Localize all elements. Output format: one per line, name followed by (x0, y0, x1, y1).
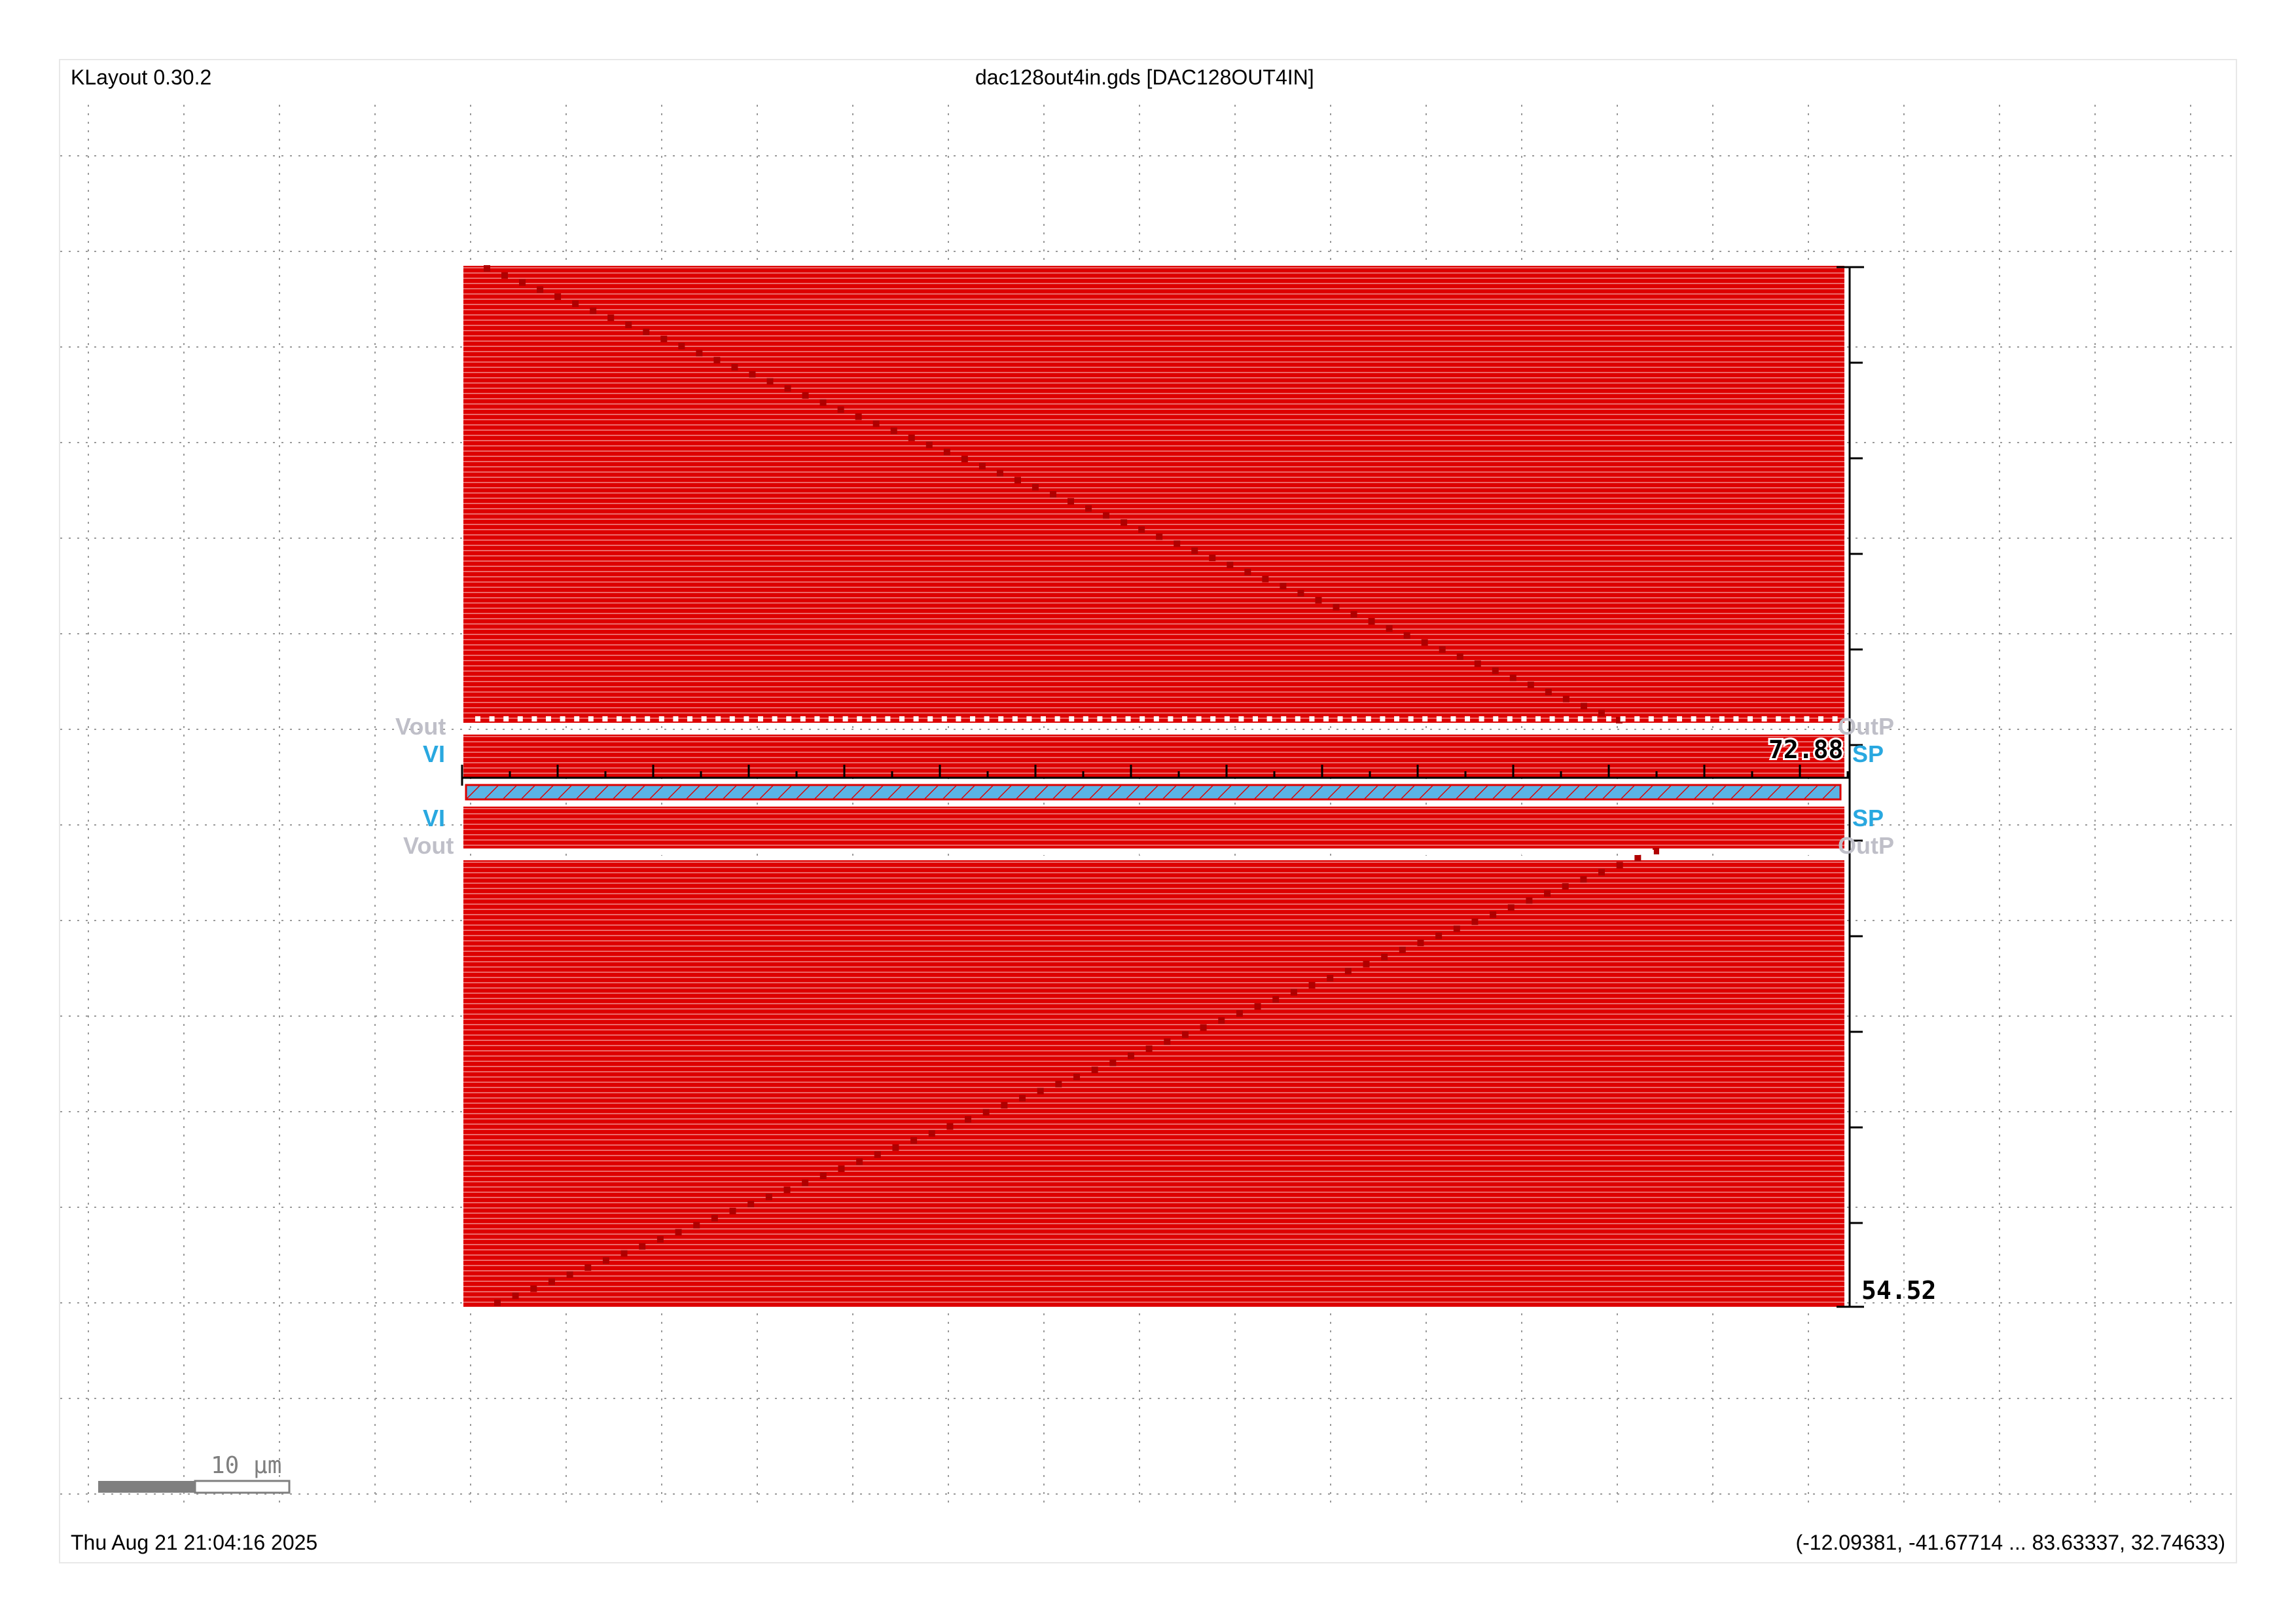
layout-frame (59, 59, 2237, 1563)
viewport-coordinates: (-12.09381, -41.67714 ... 83.63337, 32.7… (1795, 1531, 2225, 1554)
metal-array-top (463, 266, 1844, 778)
ruler-top-value: 72.88 (1768, 735, 1843, 764)
pin-label-sp-top: SP (1852, 740, 1884, 767)
pin-label-vout-top: Vout (395, 713, 446, 740)
timestamp: Thu Aug 21 21:04:16 2025 (71, 1531, 318, 1554)
diagonal-via-chain (484, 265, 1659, 1306)
metal-array-bottom (463, 807, 1844, 1307)
scale-bar: 10 µm (98, 1452, 291, 1494)
via-rows (475, 716, 1838, 855)
pin-label-outp-bottom: OutP (1838, 832, 1894, 859)
pin-label-outp-top: OutP (1838, 713, 1894, 740)
ruler-right-value: 54.52 (1861, 1276, 1936, 1305)
pin-label-vi-bottom: VI (423, 805, 445, 831)
vertical-ruler-ticks (1850, 266, 1863, 1224)
horizontal-ruler-ticks (461, 765, 1849, 778)
pin-label-vout-bottom: Vout (403, 832, 454, 859)
document-title: dac128out4in.gds [DAC128OUT4IN] (975, 65, 1314, 89)
scale-bar-label: 10 µm (211, 1452, 281, 1479)
center-bus (465, 784, 1842, 801)
pin-labels: Vout VI VI Vout OutP SP SP OutP (395, 713, 1894, 859)
pin-label-vi-top: VI (423, 740, 445, 767)
app-title: KLayout 0.30.2 (71, 65, 212, 89)
pin-label-sp-bottom: SP (1852, 805, 1884, 831)
